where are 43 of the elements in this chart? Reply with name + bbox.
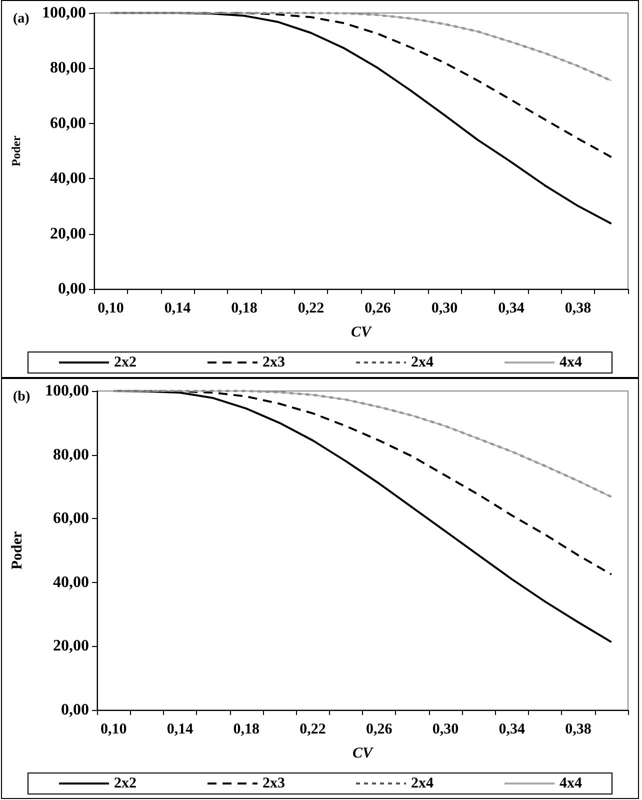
chart-title: (a) <box>13 12 30 26</box>
x-tick-label: 0,14 <box>164 300 192 316</box>
legend-label: 2x4 <box>411 776 434 792</box>
x-tick-label: 0,10 <box>100 722 127 738</box>
legend-label: 2x4 <box>411 354 434 370</box>
y-axis-title: Poder <box>9 135 23 166</box>
x-axis-title: CV <box>352 746 374 762</box>
legend-label: 4x4 <box>560 354 582 370</box>
legend-label: 4x4 <box>560 776 582 792</box>
y-tick-label: 40,00 <box>50 170 86 188</box>
x-tick-label: 0,38 <box>565 722 592 738</box>
chart-title: (b) <box>13 390 30 404</box>
y-tick-label: 60,00 <box>50 114 86 132</box>
x-tick-label: 0,18 <box>233 722 260 738</box>
x-tick-label: 0,34 <box>498 300 525 316</box>
x-tick-label: 0,34 <box>498 722 526 738</box>
x-tick-label: 0,22 <box>298 300 324 316</box>
x-tick-label: 0,30 <box>432 722 459 738</box>
y-tick-label: 60,00 <box>53 510 89 528</box>
x-tick-label: 0,22 <box>300 722 326 738</box>
y-tick-label: 0,00 <box>61 702 89 718</box>
y-tick-label: 20,00 <box>50 225 86 242</box>
x-tick-label: 0,26 <box>366 722 393 738</box>
x-tick-label: 0,14 <box>166 722 194 738</box>
y-tick-label: 0,00 <box>58 280 86 298</box>
legend-label: 2x2 <box>114 354 136 370</box>
y-tick-label: 80,00 <box>53 446 89 464</box>
x-tick-label: 0,26 <box>364 300 392 316</box>
y-tick-label: 40,00 <box>53 574 89 591</box>
x-tick-label: 0,38 <box>564 300 592 316</box>
legend-label: 2x3 <box>262 776 285 792</box>
x-tick-label: 0,30 <box>431 300 458 316</box>
x-tick-label: 0,10 <box>98 300 124 316</box>
line-series <box>112 390 612 498</box>
y-tick-label: 100,00 <box>42 4 86 22</box>
y-tick-label: 20,00 <box>53 638 89 655</box>
y-axis-title: Poder <box>10 531 26 570</box>
x-axis-title: CV <box>350 324 373 340</box>
x-tick-label: 0,18 <box>231 300 258 316</box>
y-tick-label: 100,00 <box>45 382 89 400</box>
legend-label: 2x3 <box>262 354 285 370</box>
y-tick-label: 80,00 <box>50 60 86 77</box>
legend-label: 2x2 <box>114 776 136 792</box>
